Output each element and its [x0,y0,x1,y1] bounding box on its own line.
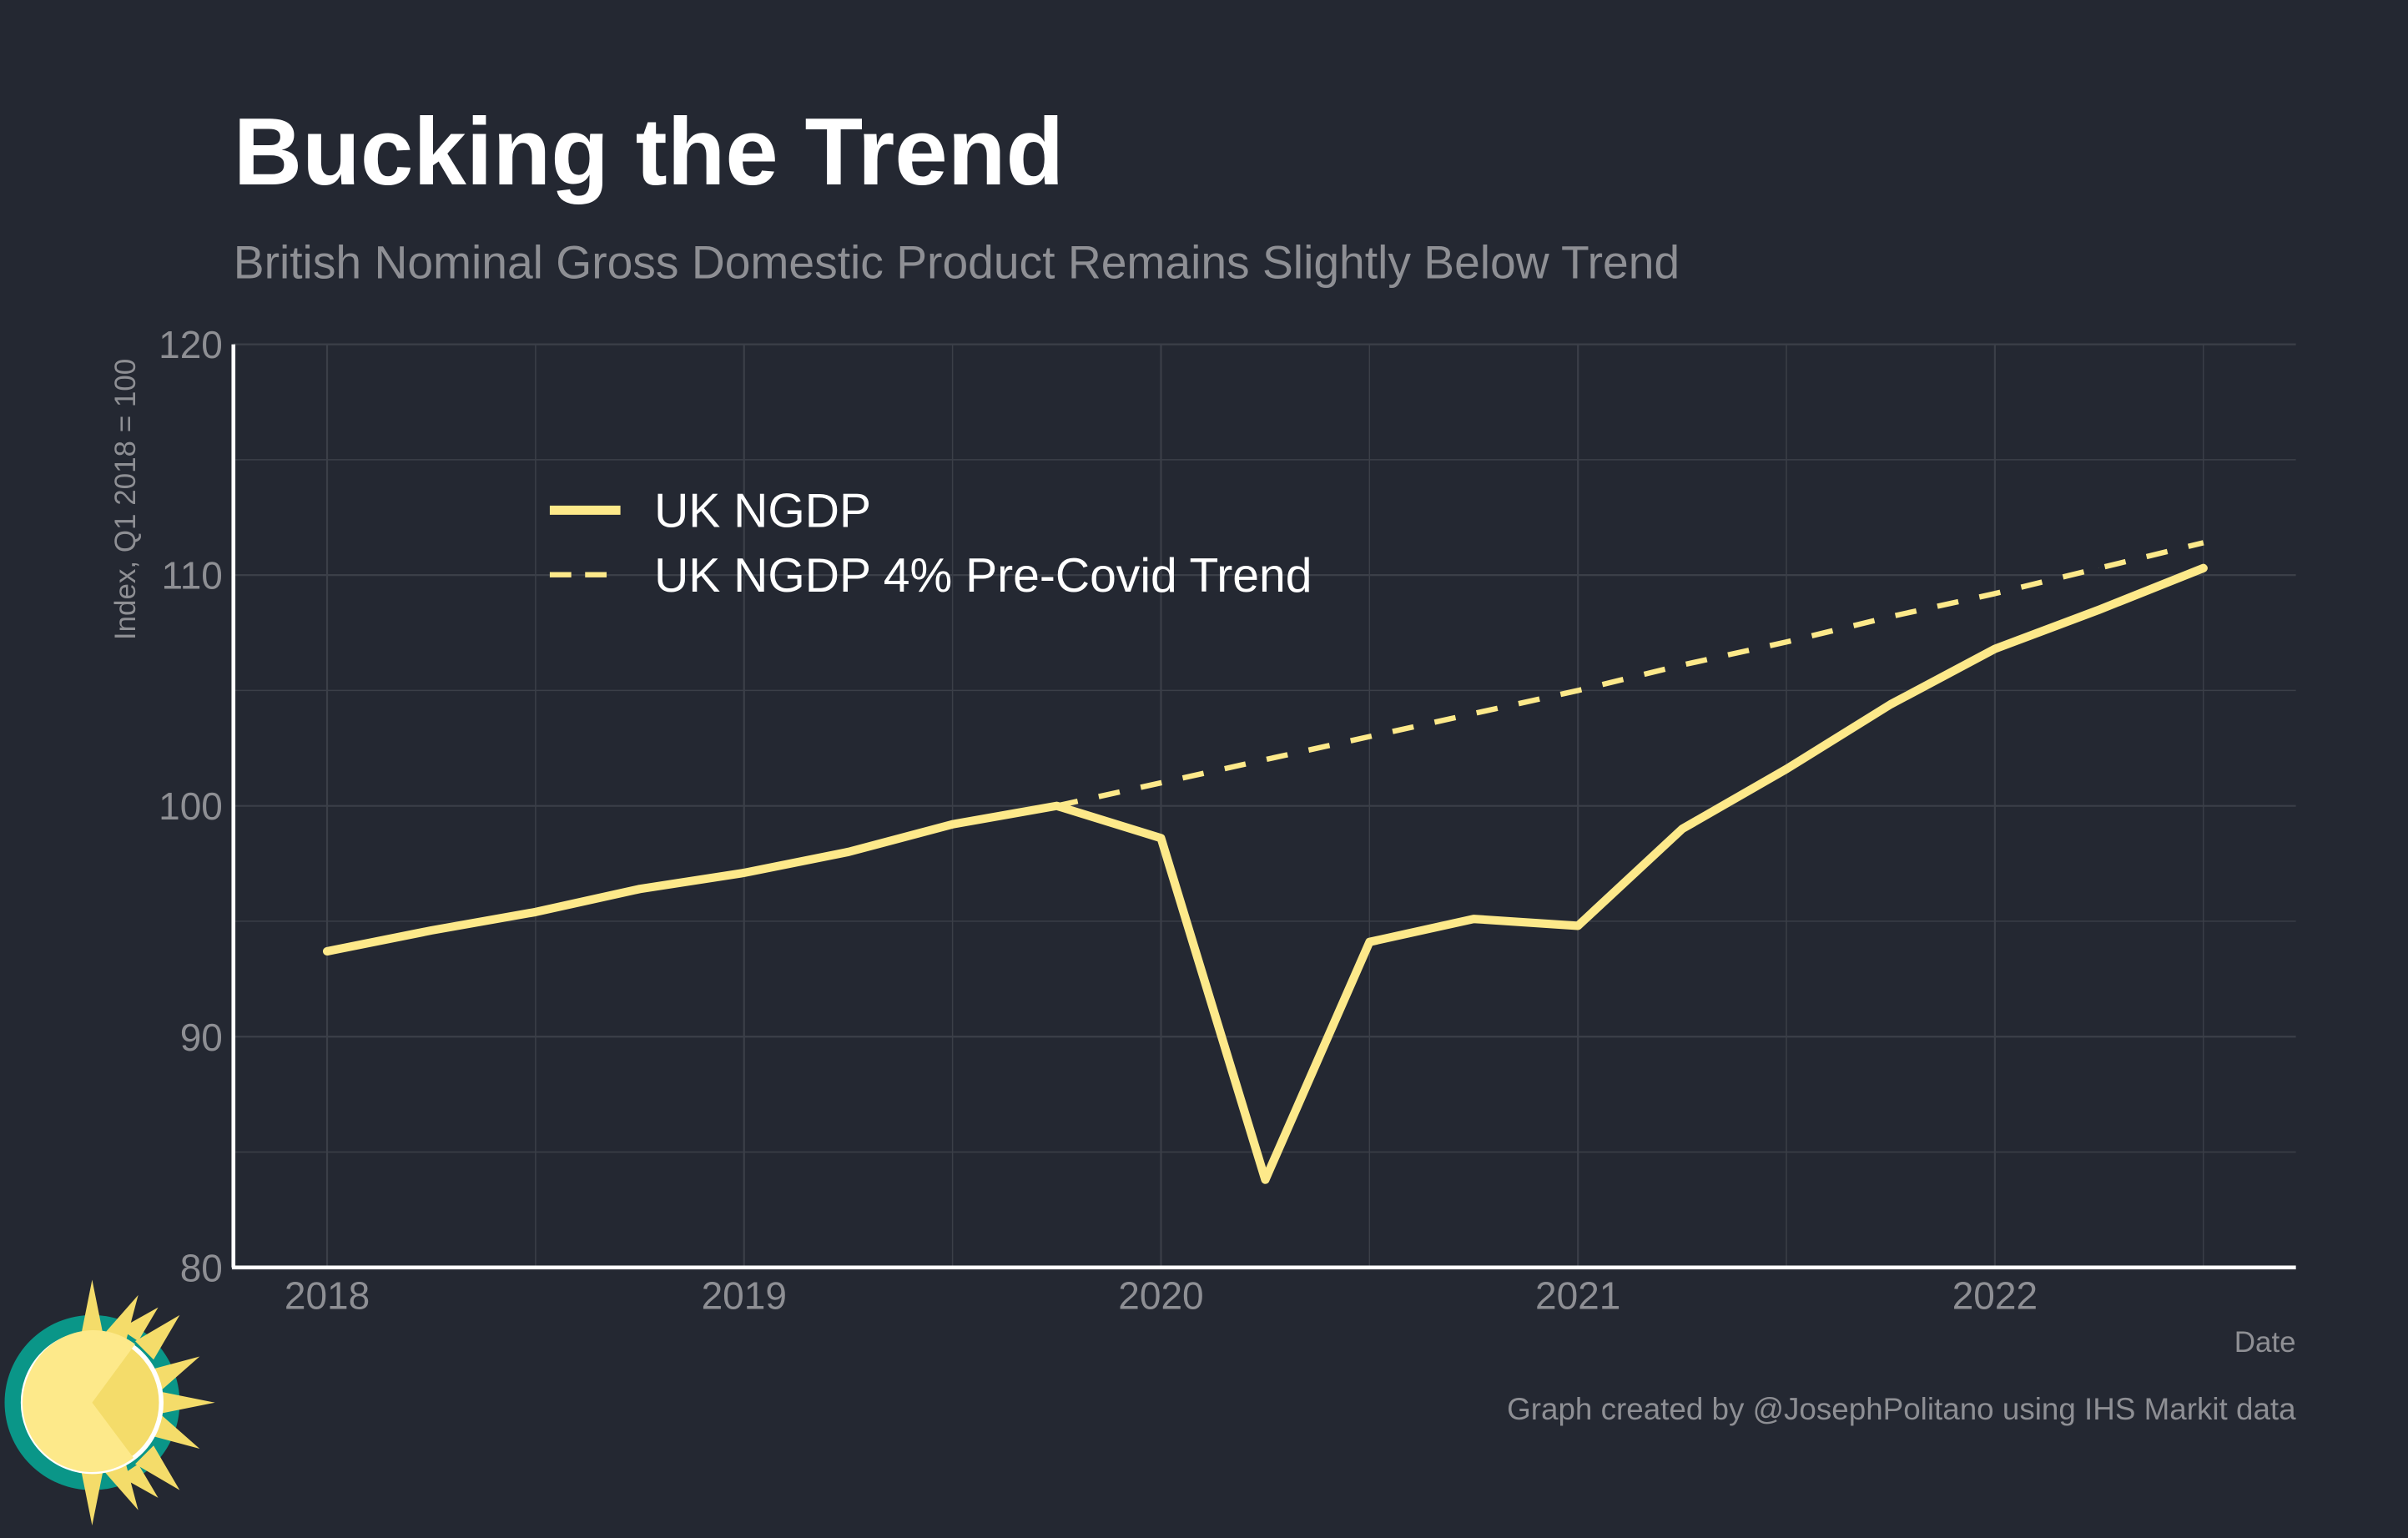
x-axis-label: Date [2234,1326,2296,1359]
x-tick-label: 2019 [702,1273,787,1317]
y-tick-label: 80 [180,1246,223,1289]
chart-title: Bucking the Trend [234,99,1064,205]
x-tick-label: 2022 [1952,1273,2038,1317]
y-axis-label: Index, Q1 2018 = 100 [109,359,142,640]
chart-subtitle: British Nominal Gross Domestic Product R… [234,236,1680,288]
x-tick-label: 2018 [285,1273,370,1317]
legend-label-trend: UK NGDP 4% Pre-Covid Trend [654,549,1312,603]
x-tick-labels: 2018 2019 2020 2021 2022 [285,1273,2038,1317]
y-tick-label: 100 [159,784,223,828]
y-tick-label: 110 [162,554,223,598]
x-tick-label: 2021 [1535,1273,1620,1317]
y-tick-label: 90 [180,1016,223,1059]
caption: Graph created by @JosephPolitano using I… [1507,1392,2296,1426]
series-group [322,540,2208,1184]
y-tick-label: 120 [159,323,223,366]
legend: UK NGDP UK NGDP 4% Pre-Covid Trend [549,485,1312,603]
y-tick-labels: 80 90 100 110 120 [159,323,223,1289]
x-tick-label: 2020 [1118,1273,1203,1317]
gridlines [233,343,2296,1268]
legend-label-uk-ngdp: UK NGDP [654,485,871,538]
sun-logo-icon [4,1279,215,1525]
